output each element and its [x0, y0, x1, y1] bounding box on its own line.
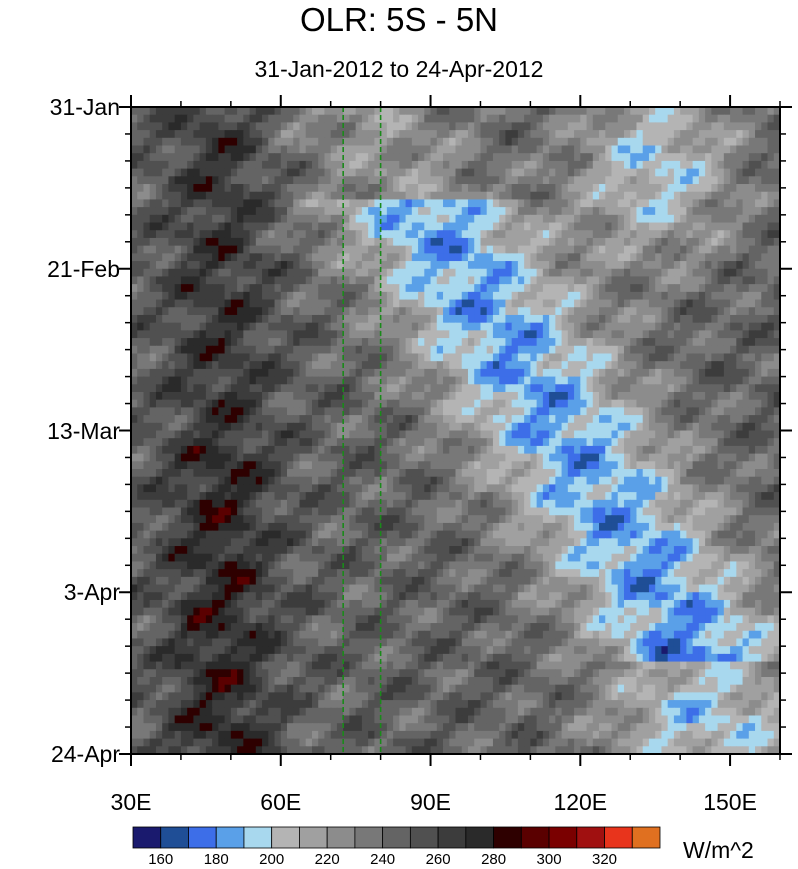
olr-field [131, 107, 780, 754]
y-tick-label-0: 31-Jan [49, 94, 120, 120]
y-tick-label-3: 3-Apr [63, 579, 120, 606]
x-tick-label-3: 120E [553, 789, 608, 815]
x-tick-label-1: 60E [260, 789, 302, 815]
y-tick-label-2: 13-Mar [47, 417, 120, 444]
colorbar [132, 826, 661, 849]
colorbar-swatch-17 [604, 826, 633, 849]
reference-lines [342, 107, 382, 754]
colorbar-label-5: 260 [425, 851, 451, 868]
colorbar-swatch-1 [160, 826, 189, 849]
colorbar-label-2: 200 [259, 851, 285, 868]
colorbar-swatch-8 [354, 826, 384, 849]
colorbar-label-6: 280 [481, 851, 507, 868]
y-tick-label-4: 24-Apr [50, 741, 120, 767]
colorbar-label-7: 300 [536, 851, 562, 868]
colorbar-swatch-15 [548, 826, 578, 849]
colorbar-swatch-10 [409, 826, 439, 849]
colorbar-swatch-3 [215, 826, 245, 849]
y-ticks [119, 106, 792, 755]
y-tick-label-1: 21-Feb [47, 255, 120, 282]
colorbar-swatch-2 [188, 826, 217, 849]
x-tick-label-2: 90E [410, 789, 451, 815]
colorbar-swatch-0 [132, 826, 162, 849]
colorbar-label-3: 220 [314, 851, 340, 868]
colorbar-label-0: 160 [148, 851, 174, 868]
colorbar-units: W/m^2 [683, 837, 754, 863]
x-tick-label-4: 150E [703, 789, 757, 815]
chart-title: OLR: 5S - 5N [299, 1, 499, 38]
colorbar-swatch-4 [243, 826, 273, 849]
colorbar-swatch-6 [299, 826, 328, 849]
colorbar-swatch-7 [326, 826, 356, 849]
colorbar-swatch-16 [576, 826, 605, 849]
colorbar-label-1: 180 [203, 851, 229, 868]
colorbar-swatch-5 [271, 826, 300, 849]
colorbar-label-8: 320 [592, 851, 618, 868]
colorbar-label-4: 240 [370, 851, 396, 868]
colorbar-swatch-12 [465, 826, 494, 849]
x-ticks [130, 95, 781, 766]
colorbar-swatch-14 [520, 826, 550, 849]
colorbar-swatch-13 [493, 826, 522, 849]
colorbar-swatch-18 [631, 826, 661, 849]
colorbar-swatch-9 [382, 826, 411, 849]
x-tick-label-0: 30E [110, 789, 152, 815]
chart-subtitle: 31-Jan-2012 to 24-Apr-2012 [254, 56, 544, 82]
colorbar-swatch-11 [437, 826, 467, 849]
